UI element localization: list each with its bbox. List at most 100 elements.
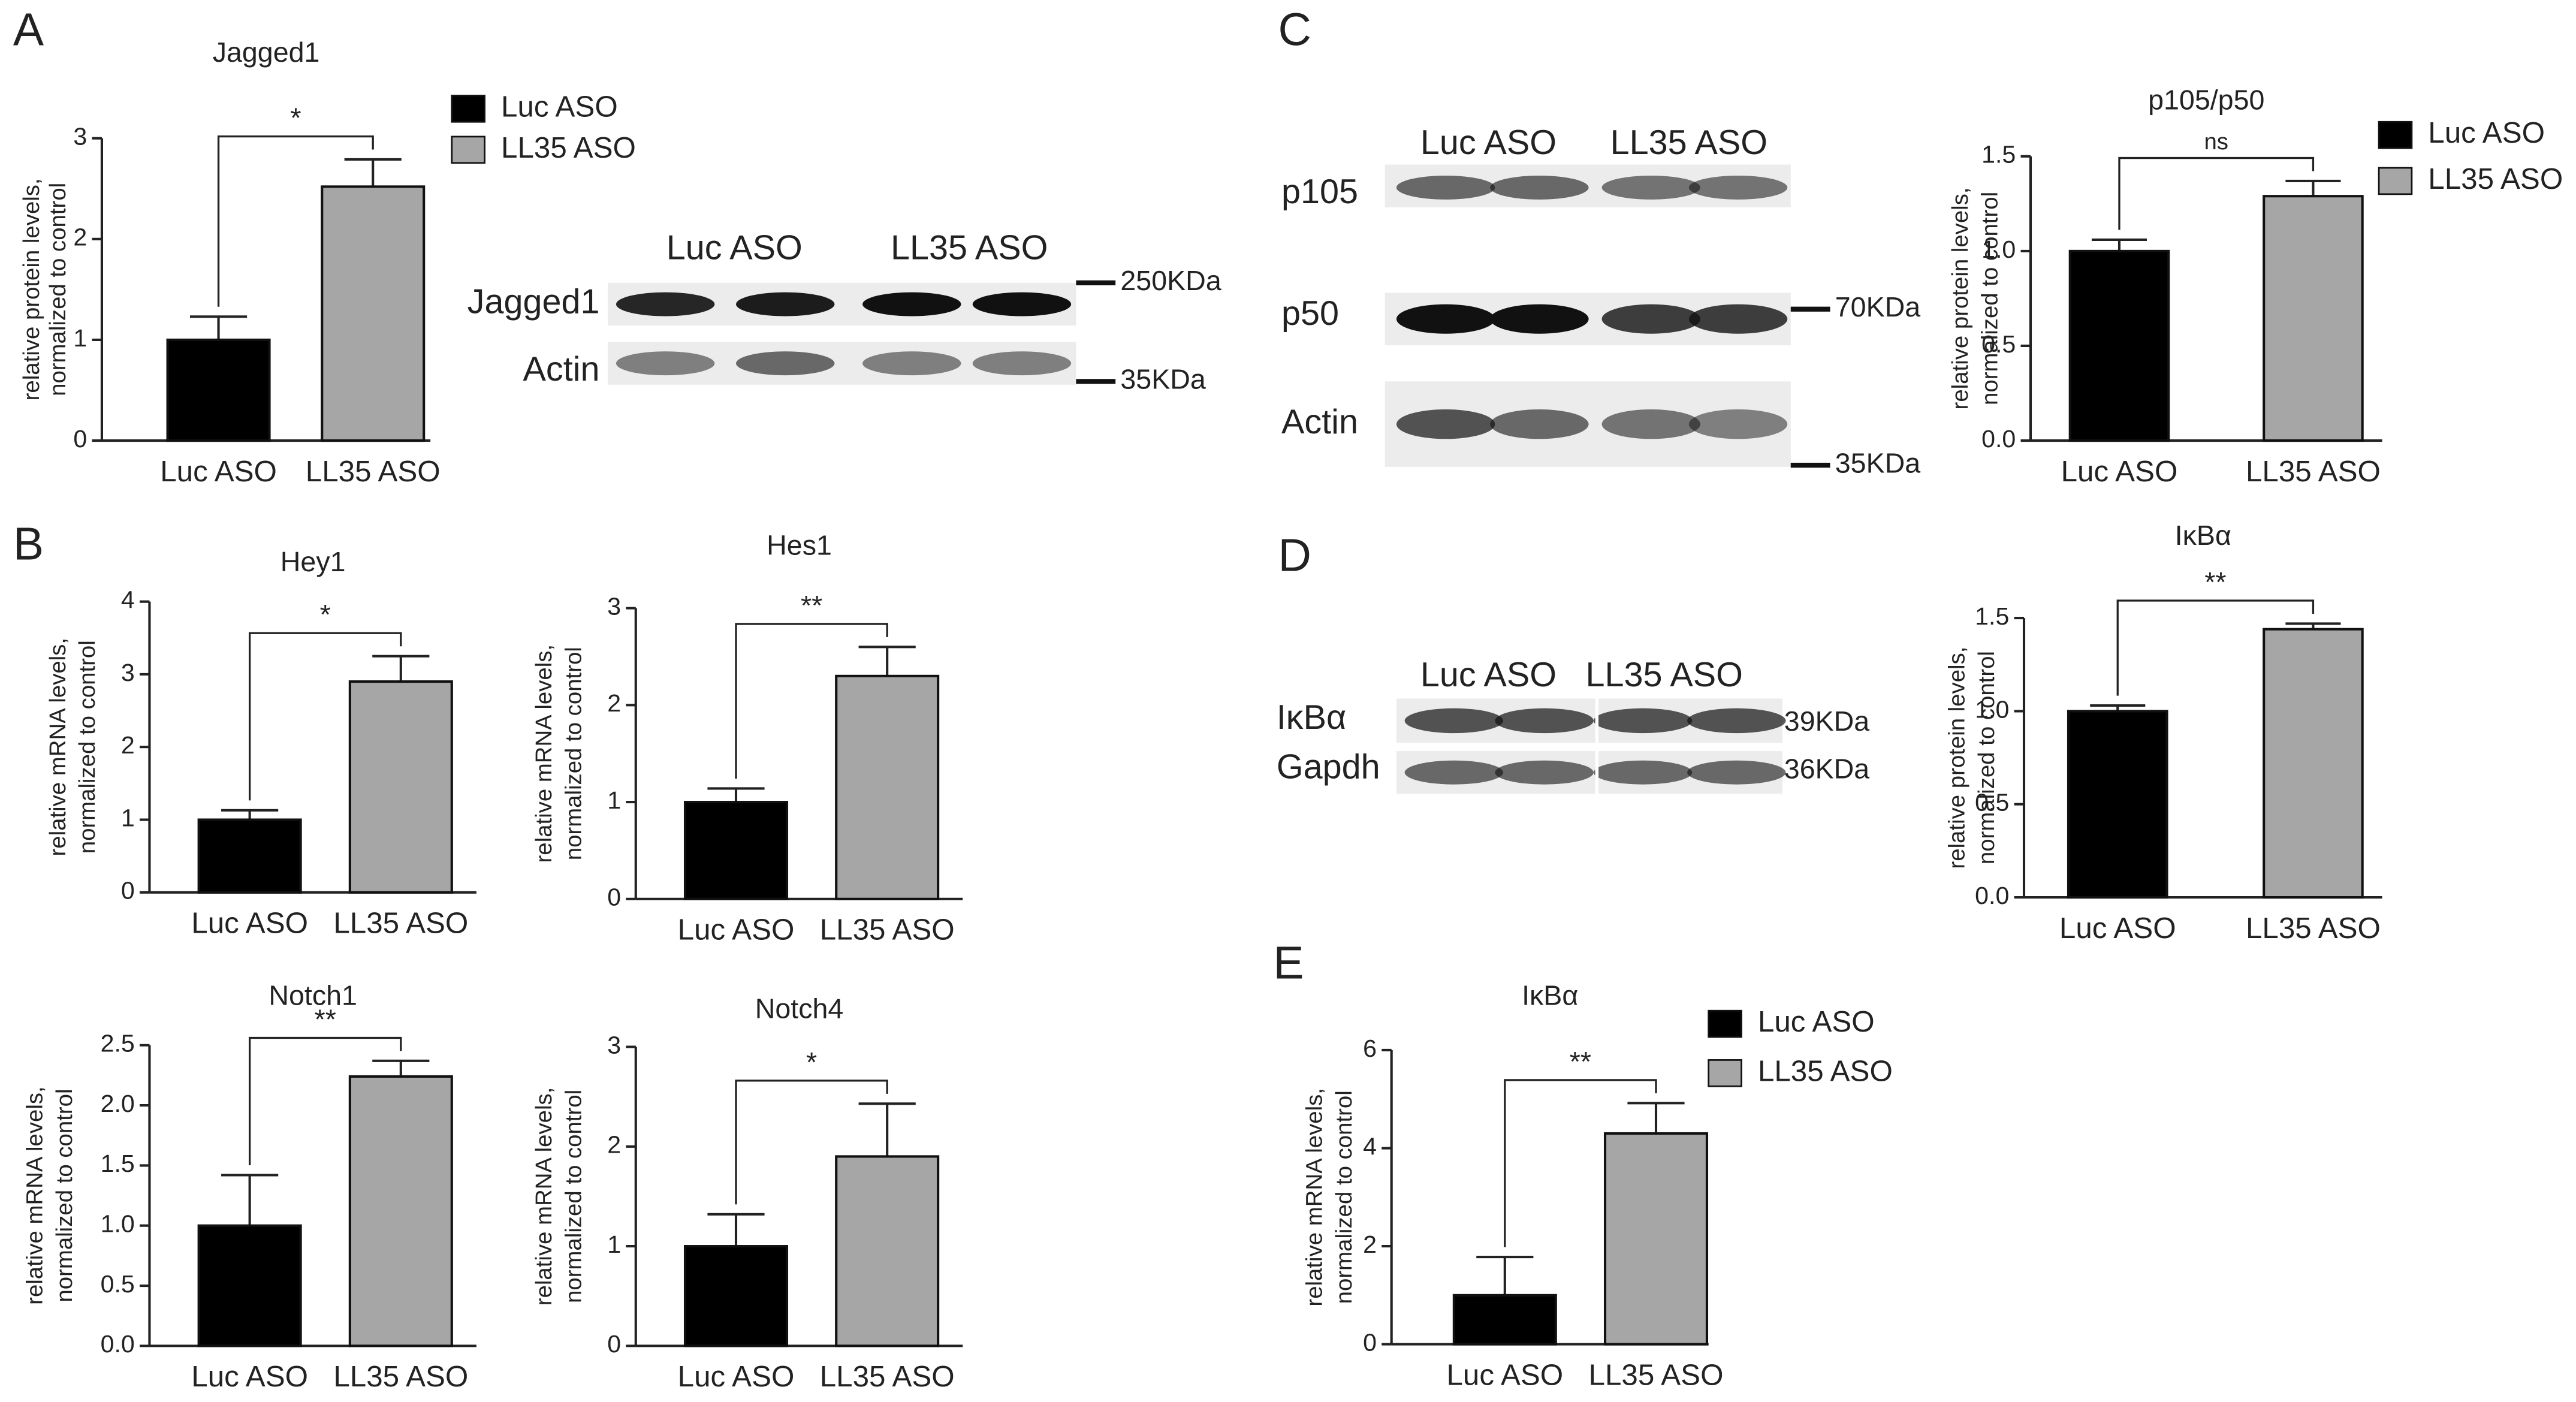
- significance-bracket: [735, 623, 888, 779]
- bar: [2263, 628, 2364, 899]
- significance-label: *: [806, 1047, 817, 1078]
- y-axis-label: normalized to control: [74, 640, 100, 854]
- y-tick-label: 0.0: [1975, 882, 2009, 909]
- y-tick-label: 2.0: [101, 1090, 135, 1117]
- blot-band: [1396, 304, 1495, 334]
- y-axis-label: relative mRNA levels,: [531, 1087, 557, 1306]
- blot-band: [1495, 760, 1594, 785]
- significance-bracket: [217, 135, 374, 307]
- significance-bracket: [735, 1080, 888, 1205]
- blot-band: [1404, 708, 1504, 734]
- marker-label: 250KDa: [1120, 265, 1221, 296]
- bar: [835, 674, 940, 900]
- marker-label: 35KDa: [1120, 364, 1206, 395]
- blot-lane-label: LL35 ASO: [1586, 656, 1743, 694]
- y-axis-label: normalized to control: [52, 1089, 77, 1302]
- y-axis-label: relative mRNA levels,: [531, 644, 557, 863]
- legend-label: Luc ASO: [2428, 116, 2545, 149]
- blot-row-label: Gapdh: [1277, 747, 1380, 786]
- blot-row-label: Actin: [523, 350, 600, 388]
- x-tick-label: Luc ASO: [2061, 455, 2178, 488]
- x-tick-label: LL35 ASO: [333, 1360, 468, 1393]
- y-tick-label: 4: [1363, 1132, 1377, 1160]
- significance-bracket: [1504, 1079, 1657, 1247]
- y-axis-label: normalized to control: [1974, 651, 1999, 864]
- legend-label: LL35 ASO: [1758, 1054, 1893, 1087]
- x-tick-label: Luc ASO: [191, 1360, 308, 1393]
- y-tick-label: 0.0: [1981, 425, 2016, 453]
- y-tick-label: 0.5: [1981, 330, 2016, 358]
- y-tick-label: 1: [73, 324, 87, 352]
- blot-band: [972, 292, 1072, 316]
- legend-label: Luc ASO: [1758, 1005, 1875, 1038]
- y-tick-label: 2: [121, 731, 135, 759]
- legend-swatch: [2378, 167, 2413, 195]
- marker-label: 35KDa: [1835, 447, 1921, 478]
- x-tick-label: LL35 ASO: [306, 455, 441, 488]
- blot-lane-label: LL35 ASO: [1610, 123, 1767, 162]
- bar: [197, 1224, 302, 1347]
- significance-label: **: [2204, 566, 2226, 598]
- bar: [2068, 249, 2170, 442]
- x-tick-label: Luc ASO: [678, 913, 795, 946]
- bar: [835, 1155, 940, 1347]
- chart-title: Notch4: [755, 993, 844, 1024]
- y-tick-label: 1.0: [1981, 236, 2016, 263]
- y-tick-label: 0: [1363, 1328, 1377, 1356]
- blot-band: [1490, 175, 1589, 200]
- blot-band: [736, 351, 835, 376]
- bar: [166, 338, 271, 442]
- legend-label: LL35 ASO: [501, 131, 636, 164]
- blot-band: [616, 292, 715, 316]
- y-axis-label: relative protein levels,: [19, 178, 44, 400]
- panel-label: C: [1278, 5, 1311, 56]
- y-tick-label: 1.5: [101, 1150, 135, 1177]
- y-tick-label: 1: [607, 1231, 621, 1258]
- y-axis-label: normalized to control: [45, 183, 71, 396]
- y-tick-label: 2: [607, 689, 621, 717]
- y-tick-label: 1.5: [1975, 602, 2009, 630]
- y-tick-label: 1: [607, 786, 621, 814]
- y-tick-label: 1.0: [1975, 695, 2009, 723]
- blot-band: [972, 351, 1072, 376]
- y-axis-label: normalized to control: [561, 647, 587, 860]
- significance-bracket: [2118, 156, 2315, 230]
- y-tick-label: 1: [121, 804, 135, 831]
- panel-label: A: [13, 5, 44, 56]
- y-tick-label: 0.5: [1975, 789, 2009, 816]
- blot-band: [1688, 304, 1788, 334]
- y-axis-label: relative mRNA levels,: [45, 638, 71, 857]
- blot-band: [1495, 708, 1594, 734]
- chart-title: Jagged1: [213, 37, 320, 68]
- y-tick-label: 3: [607, 1031, 621, 1059]
- y-tick-label: 3: [607, 592, 621, 620]
- blot-band: [1688, 409, 1788, 439]
- y-axis-label: relative protein levels,: [1944, 647, 1969, 869]
- panel-label: D: [1278, 530, 1311, 581]
- blot-band: [1404, 760, 1504, 785]
- y-tick-label: 0: [73, 425, 87, 453]
- x-tick-label: Luc ASO: [2059, 912, 2176, 945]
- y-tick-label: 2: [1363, 1231, 1377, 1258]
- marker-label: 36KDa: [1784, 753, 1870, 784]
- bar: [321, 185, 426, 442]
- significance-label: *: [290, 102, 301, 134]
- blot-band: [1396, 175, 1495, 200]
- blot-lane-label: Luc ASO: [1420, 123, 1557, 162]
- legend-label: Luc ASO: [501, 90, 618, 123]
- blot-band: [1601, 304, 1701, 334]
- legend-label: LL35 ASO: [2428, 162, 2563, 195]
- chart-title: IκBα: [2175, 520, 2231, 551]
- blot-row-label: Jagged1: [467, 283, 600, 321]
- panel-label: B: [13, 518, 44, 569]
- x-tick-label: Luc ASO: [1446, 1358, 1563, 1391]
- significance-label: ns: [2204, 129, 2228, 155]
- x-tick-label: LL35 ASO: [820, 913, 955, 946]
- bar: [1452, 1294, 1557, 1346]
- significance-label: **: [1570, 1046, 1591, 1077]
- bar: [2263, 195, 2364, 442]
- legend-swatch: [1708, 1009, 1742, 1038]
- blot-lane-label: LL35 ASO: [891, 228, 1048, 267]
